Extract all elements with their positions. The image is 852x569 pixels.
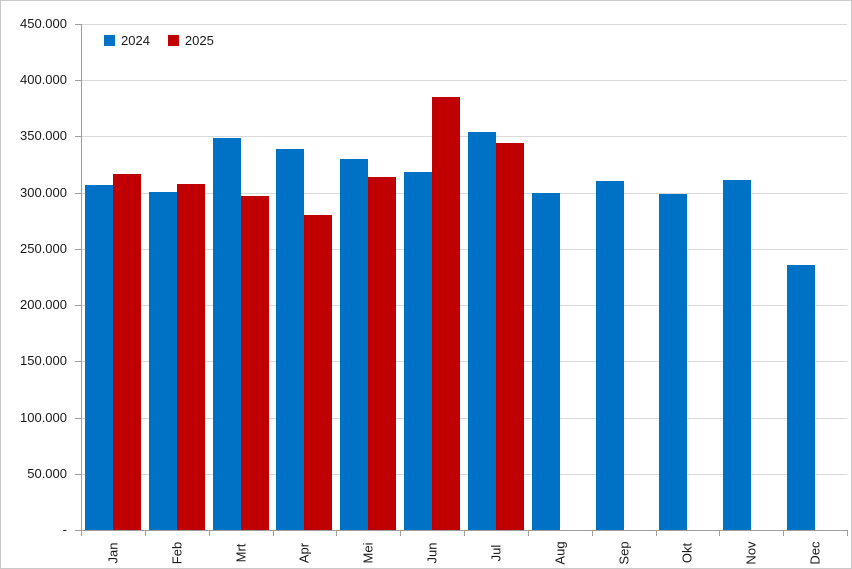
bar-2025-Feb [176, 183, 205, 530]
y-axis-line [81, 24, 82, 531]
x-axis-label: Feb [169, 541, 185, 565]
y-axis-label: 50.000 [27, 465, 67, 481]
legend-item-2024: 2024 [104, 33, 150, 48]
x-axis-label: Nov [743, 541, 759, 565]
gridline [81, 248, 847, 250]
bar-2024-Aug [531, 192, 560, 530]
legend-swatch-2024 [104, 35, 115, 46]
bar-2024-Nov [723, 180, 752, 530]
y-tick [75, 24, 81, 25]
chart-legend: 2024 2025 [104, 33, 214, 48]
gridline [81, 417, 847, 419]
x-tick [527, 530, 529, 536]
y-tick [75, 361, 81, 363]
y-axis-label: 450.000 [20, 16, 67, 31]
bar-2024-Feb [148, 191, 177, 530]
y-axis-label: 150.000 [20, 353, 67, 369]
gridline [81, 192, 847, 194]
x-axis-label: Aug [552, 541, 568, 565]
bar-2024-Apr [276, 148, 305, 530]
legend-swatch-2025 [167, 35, 179, 46]
gridline [81, 473, 847, 475]
bar-2024-Mrt [212, 137, 241, 530]
x-axis-label: Jan [105, 542, 121, 564]
bar-2025-Mrt [240, 196, 269, 530]
x-axis-label: Dec [807, 541, 823, 565]
bar-2025-Apr [304, 215, 333, 530]
x-tick [400, 530, 402, 536]
bar-2025-Jan [112, 173, 141, 530]
legend-label-2025: 2025 [184, 33, 214, 48]
x-axis-label: Okt [679, 542, 695, 564]
bar-2024-Jan [84, 184, 113, 530]
y-axis-label: 200.000 [20, 297, 67, 313]
x-tick [655, 530, 657, 536]
y-tick [75, 417, 81, 419]
x-tick [81, 530, 82, 536]
y-axis-label: 250.000 [20, 240, 67, 256]
y-tick [75, 530, 81, 531]
x-tick [336, 530, 338, 536]
bar-2024-Sep [595, 181, 624, 530]
gridline [81, 24, 847, 25]
bar-2025-Jul [495, 143, 524, 530]
gridline [81, 80, 847, 82]
x-axis-label: Mei [360, 542, 376, 564]
bar-2024-Mei [340, 158, 369, 530]
y-axis-label: 400.000 [20, 72, 67, 88]
y-axis-label: - [62, 522, 67, 537]
x-axis-label: Jun [424, 542, 440, 564]
x-tick [783, 530, 785, 536]
x-tick [719, 530, 721, 536]
bar-2024-Jul [467, 131, 496, 530]
y-tick [75, 473, 81, 475]
x-axis-label: Apr [296, 542, 312, 564]
x-axis-label: Mrt [233, 543, 249, 563]
x-axis-label: Jul [488, 544, 504, 562]
y-axis-label: 350.000 [20, 128, 67, 144]
y-tick [75, 80, 81, 82]
x-tick [847, 530, 848, 536]
y-tick [75, 192, 81, 194]
x-tick [272, 530, 274, 536]
x-tick [591, 530, 593, 536]
bar-2024-Okt [659, 193, 688, 530]
y-tick [75, 305, 81, 307]
y-axis-label: 300.000 [20, 184, 67, 200]
x-tick [464, 530, 465, 536]
bar-2024-Jun [404, 172, 433, 530]
bar-2024-Dec [787, 264, 816, 530]
gridline [81, 361, 847, 363]
legend-label-2024: 2024 [121, 33, 150, 48]
gridline [81, 136, 847, 138]
y-axis-label: 100.000 [20, 409, 67, 425]
x-axis-label: Sep [616, 541, 632, 565]
bar-2025-Jun [432, 97, 461, 530]
y-tick [75, 248, 81, 250]
y-tick [75, 136, 81, 138]
gridline [81, 305, 847, 307]
x-tick [144, 530, 146, 536]
x-tick [208, 530, 210, 536]
legend-item-2025: 2025 [167, 33, 214, 48]
bar-2025-Mei [368, 176, 397, 530]
x-axis-line [81, 530, 847, 531]
